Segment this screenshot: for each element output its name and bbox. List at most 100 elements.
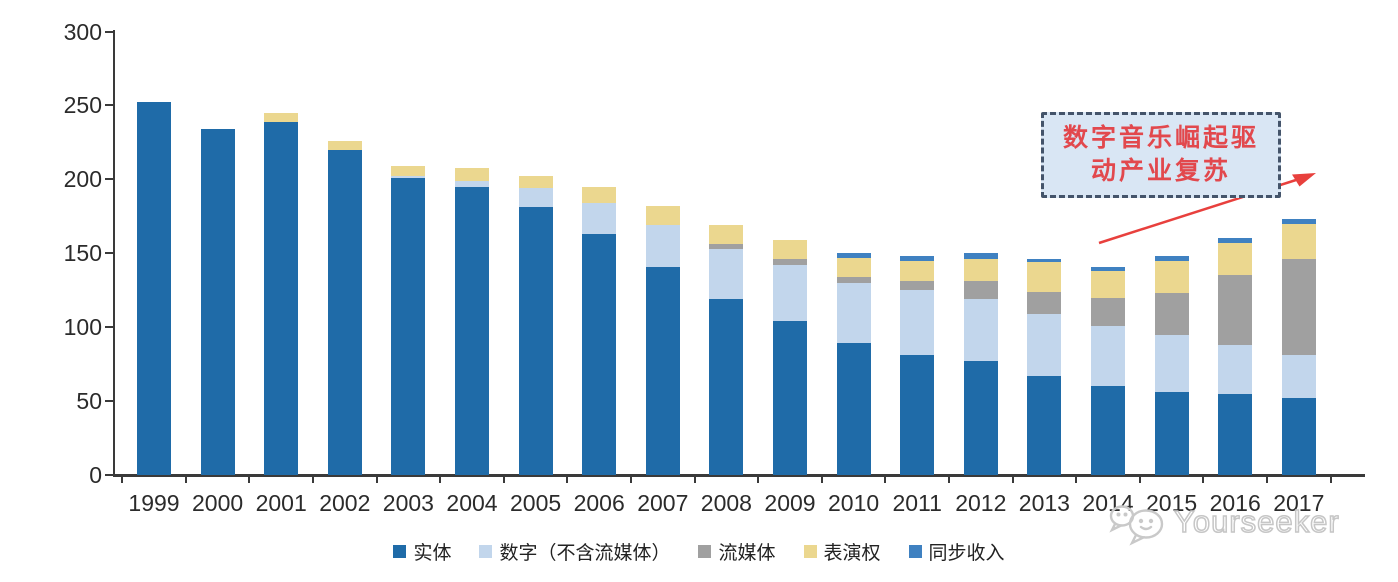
bar-segment-performance-rights (455, 167, 489, 181)
x-axis-tick (1202, 476, 1205, 483)
x-axis-label: 2014 (1082, 490, 1134, 516)
x-axis-tick (1138, 476, 1141, 483)
x-axis-label: 2007 (637, 490, 689, 516)
x-axis-tick (757, 476, 760, 483)
legend-item-sync-revenue: 同步收入 (908, 538, 1005, 565)
y-axis-tick (105, 400, 113, 403)
bar-segment-digital-excl-streaming (836, 282, 871, 344)
y-axis-label: 50 (76, 388, 102, 415)
bar-segment-streaming (900, 281, 935, 291)
y-axis-label: 200 (63, 166, 102, 193)
bar-segment-digital-excl-streaming (582, 202, 617, 235)
y-axis-label: 300 (63, 18, 102, 45)
bar-segment-sync-revenue (1218, 238, 1253, 243)
x-axis-label: 2002 (319, 490, 371, 516)
bar-segment-performance-rights (1281, 223, 1316, 260)
bar-segment-performance-rights (1218, 242, 1253, 276)
bar-segment-performance-rights (963, 259, 998, 282)
bar-segment-streaming (773, 259, 807, 266)
x-axis-label: 2009 (764, 490, 816, 516)
bar-segment-physical (900, 355, 935, 475)
x-axis-label: 2016 (1209, 490, 1261, 516)
x-axis-label: 2010 (828, 490, 880, 516)
x-axis-tick (566, 476, 569, 483)
bar-segment-physical (963, 361, 998, 475)
x-axis-label: 2000 (192, 490, 244, 516)
bar-segment-sync-revenue (1027, 259, 1062, 263)
x-axis-label: 2017 (1273, 490, 1325, 516)
legend-item-physical: 实体 (393, 538, 451, 565)
bar-segment-digital-excl-streaming (709, 248, 744, 300)
bar-segment-streaming (1281, 259, 1316, 356)
bar-segment-physical (773, 321, 807, 475)
x-axis-tick (1329, 476, 1332, 483)
bar-segment-physical (836, 343, 871, 475)
bar-segment-digital-excl-streaming (963, 299, 998, 362)
bar-segment-physical (1218, 393, 1253, 475)
legend-swatch-digital-excl-streaming (479, 544, 493, 558)
x-axis-label: 2013 (1018, 490, 1070, 516)
bar-segment-performance-rights (1154, 260, 1189, 294)
legend-swatch-performance-rights (803, 544, 817, 558)
bar-segment-performance-rights (582, 186, 617, 203)
bar-segment-streaming (1027, 291, 1062, 314)
legend-item-performance-rights: 表演权 (803, 538, 881, 565)
y-axis-tick (105, 474, 113, 476)
x-axis-label: 2004 (446, 490, 498, 516)
bar-segment-digital-excl-streaming (455, 180, 489, 187)
x-axis-label: 2005 (510, 490, 562, 516)
chat-bubbles-logo-icon (1109, 505, 1164, 546)
annotation-callout: 数字音乐崛起驱 动产业复苏 (1041, 112, 1281, 198)
legend-swatch-sync-revenue (908, 544, 922, 558)
x-axis-tick (375, 476, 378, 483)
bar-segment-performance-rights (391, 166, 426, 177)
y-axis-label: 100 (63, 314, 102, 341)
bar-segment-digital-excl-streaming (391, 176, 426, 178)
x-axis-label: 2008 (700, 490, 752, 516)
bar-segment-digital-excl-streaming (1027, 313, 1062, 376)
bar-segment-streaming (963, 281, 998, 300)
bar-segment-performance-rights (773, 239, 807, 260)
bar-segment-performance-rights (1027, 262, 1062, 292)
bar-segment-physical (645, 266, 680, 475)
x-axis-label: 2012 (955, 490, 1007, 516)
x-axis-label: 2003 (382, 490, 434, 516)
bar-segment-digital-excl-streaming (518, 188, 553, 208)
x-axis-tick (1266, 476, 1268, 483)
bar-segment-performance-rights (645, 205, 680, 226)
bar-segment-streaming (1154, 293, 1189, 335)
bar-segment-physical (582, 234, 617, 475)
legend-label-streaming: 流媒体 (718, 542, 776, 564)
bar-segment-digital-excl-streaming (1154, 334, 1189, 393)
x-axis-line (113, 474, 1365, 477)
bar-segment-physical (200, 129, 235, 475)
bar-segment-sync-revenue (1154, 256, 1189, 261)
y-axis-tick (105, 178, 113, 181)
x-axis-tick (121, 476, 124, 483)
x-axis-tick (948, 476, 950, 483)
x-axis-label: 1999 (128, 490, 180, 516)
bar-segment-sync-revenue (1281, 219, 1316, 224)
bar-segment-performance-rights (709, 225, 744, 245)
y-axis-tick (105, 30, 113, 33)
bar-segment-physical (1154, 392, 1189, 475)
bar-segment-digital-excl-streaming (1091, 325, 1125, 387)
y-axis-label: 0 (89, 462, 102, 488)
legend-item-digital-excl-streaming: 数字（不含流媒体） (479, 538, 670, 565)
bar-segment-performance-rights (900, 260, 935, 282)
y-axis-line (113, 29, 115, 476)
bar-segment-physical (327, 149, 362, 475)
bar-segment-digital-excl-streaming (645, 225, 680, 267)
bar-segment-streaming (1218, 275, 1253, 345)
annotation-line-2: 动产业复苏 (1090, 157, 1231, 185)
x-axis-tick (439, 476, 442, 483)
bar-segment-streaming (1091, 297, 1125, 326)
bar-segment-digital-excl-streaming (1281, 355, 1316, 399)
bar-segment-physical (709, 299, 744, 475)
legend-swatch-streaming (698, 544, 712, 558)
x-axis-label: 2001 (255, 490, 307, 516)
x-axis-tick (693, 476, 696, 483)
bar-segment-performance-rights (327, 140, 362, 150)
